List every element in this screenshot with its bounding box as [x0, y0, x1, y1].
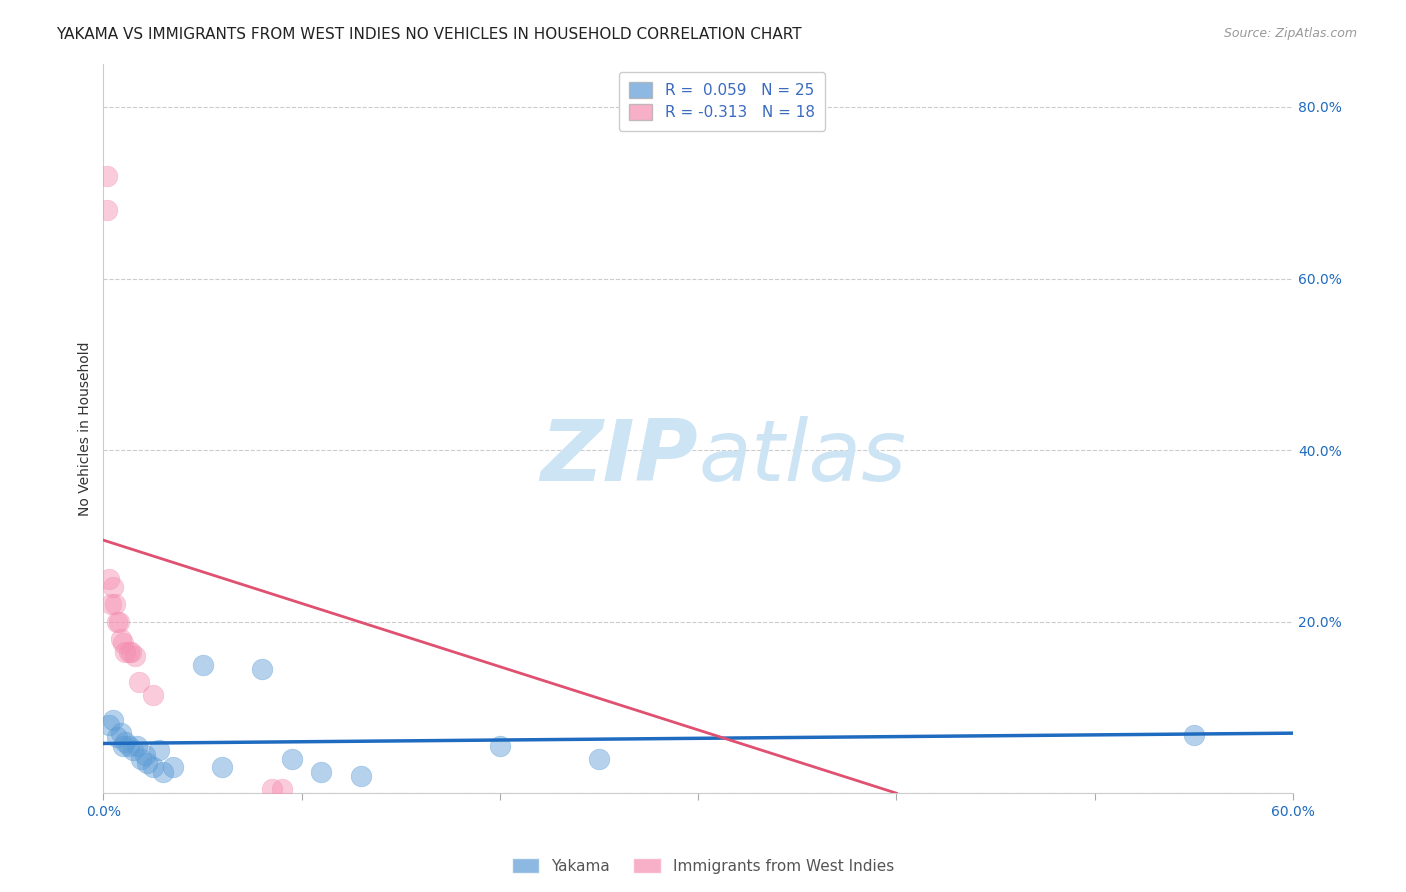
Point [191, 657, 214, 672]
Legend: Yakama, Immigrants from West Indies: Yakama, Immigrants from West Indies [506, 852, 900, 880]
Point [311, 764, 333, 779]
Point [129, 752, 152, 766]
Point [588, 752, 610, 766]
Point [96, 169, 118, 183]
Point [136, 756, 159, 771]
Point [148, 743, 170, 757]
Point [122, 743, 145, 757]
Point [142, 688, 165, 702]
Point [124, 648, 146, 663]
Point [103, 580, 125, 594]
Point [104, 598, 127, 612]
Point [118, 645, 141, 659]
Point [112, 636, 135, 650]
Text: Source: ZipAtlas.com: Source: ZipAtlas.com [1223, 27, 1357, 40]
Text: ZIP: ZIP [540, 417, 699, 500]
Point [142, 760, 165, 774]
Point [211, 760, 233, 774]
Point [105, 615, 128, 629]
Point [162, 760, 184, 774]
Point [103, 714, 125, 728]
Point [127, 739, 149, 753]
Point [270, 781, 292, 796]
Point [281, 752, 304, 766]
Point [114, 735, 136, 749]
Point [250, 662, 273, 676]
Point [110, 726, 132, 740]
Text: atlas: atlas [699, 417, 907, 500]
Y-axis label: No Vehicles in Household: No Vehicles in Household [79, 342, 93, 516]
Legend: R =  0.059   N = 25, R = -0.313   N = 18: R = 0.059 N = 25, R = -0.313 N = 18 [619, 71, 825, 131]
Point [98, 717, 121, 731]
Point [120, 645, 142, 659]
Point [98, 572, 121, 586]
Point [1182, 728, 1205, 742]
Point [96, 202, 118, 217]
Point [489, 739, 512, 753]
Point [100, 598, 122, 612]
Point [112, 739, 135, 753]
Text: YAKAMA VS IMMIGRANTS FROM WEST INDIES NO VEHICLES IN HOUSEHOLD CORRELATION CHART: YAKAMA VS IMMIGRANTS FROM WEST INDIES NO… [56, 27, 801, 42]
Point [128, 674, 150, 689]
Point [350, 769, 373, 783]
Point [152, 764, 174, 779]
Point [108, 615, 131, 629]
Point [134, 747, 156, 762]
Point [118, 739, 141, 753]
Point [105, 731, 128, 745]
Point [114, 645, 136, 659]
Point [260, 781, 283, 796]
Point [110, 632, 132, 646]
